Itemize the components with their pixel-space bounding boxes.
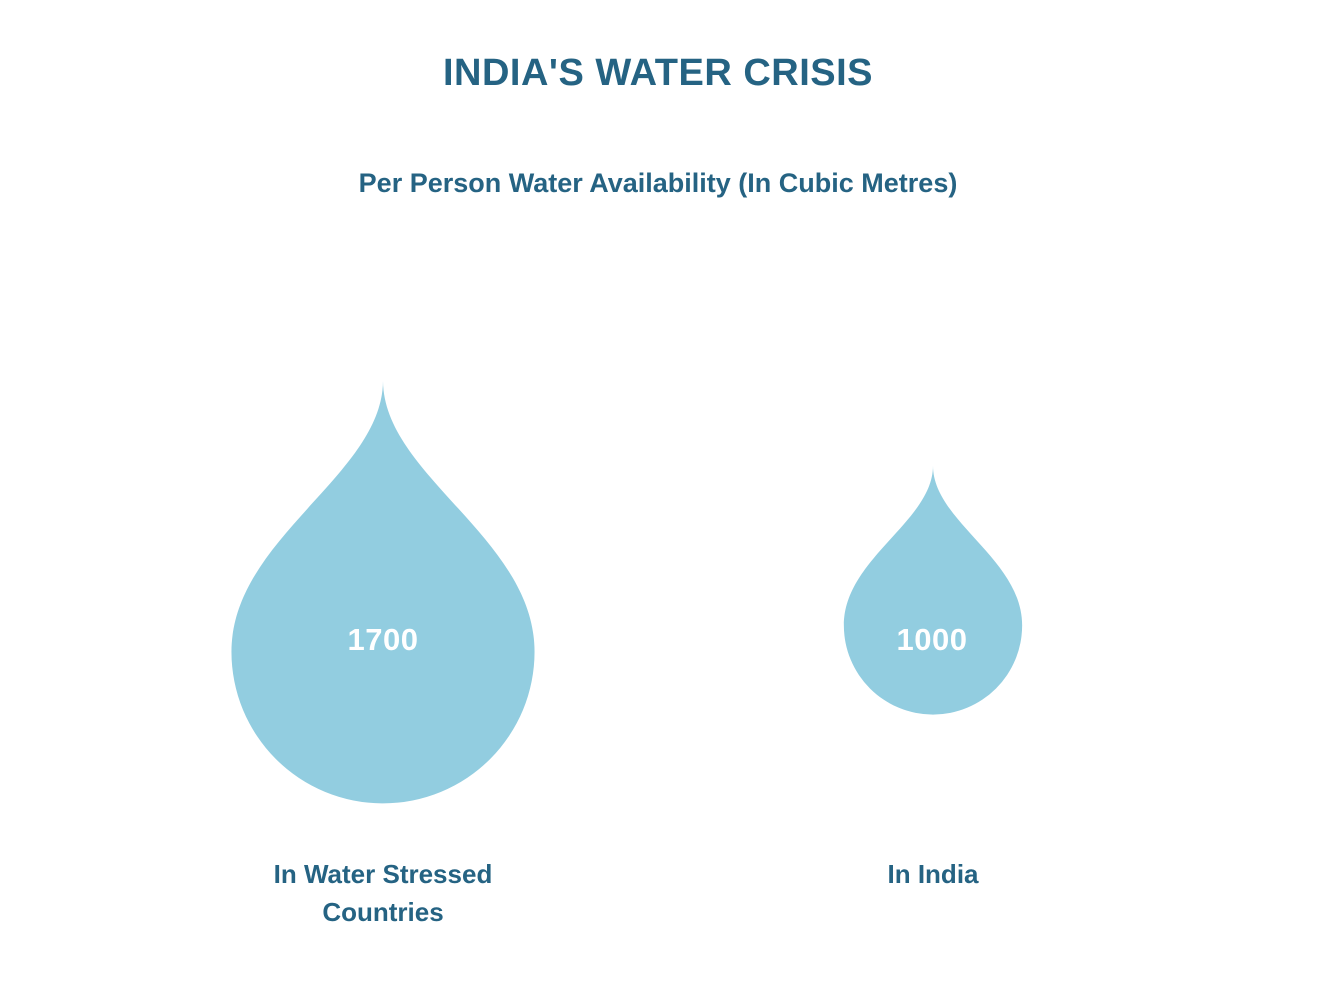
water-drop-glyph-large [225, 374, 541, 816]
drop-value-india: 1000 [896, 622, 968, 657]
water-drop-glyph-small [840, 462, 1026, 722]
water-drop-icon [231, 380, 535, 804]
drop-value-water-stressed: 1700 [347, 622, 419, 657]
chart-subtitle: Per Person Water Availability (In Cubic … [358, 168, 958, 198]
water-drop-shape [843, 465, 1023, 715]
category-label-india: In India [887, 859, 979, 889]
water-drop-icon [843, 465, 1023, 715]
chart-title: INDIA'S WATER CRISIS [442, 52, 874, 94]
category-label-water-stressed: In Water Stressed Countries [273, 859, 493, 927]
water-drop-shape [231, 380, 535, 804]
